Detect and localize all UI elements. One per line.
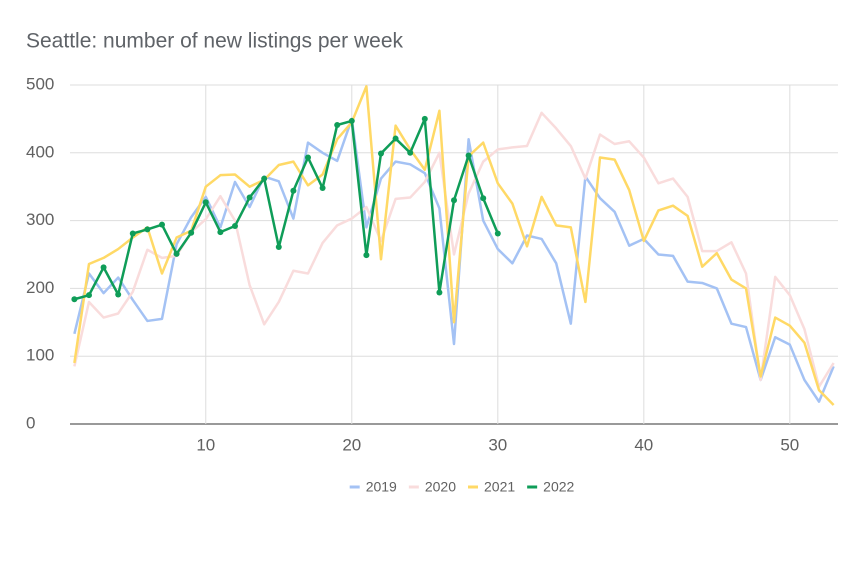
y-tick-label: 500 bbox=[26, 74, 54, 93]
point bbox=[261, 175, 268, 182]
point bbox=[377, 150, 384, 157]
point bbox=[319, 185, 326, 192]
point bbox=[334, 122, 341, 129]
series-line bbox=[73, 85, 835, 406]
point bbox=[480, 195, 487, 202]
legend-label: 2021 bbox=[484, 479, 515, 495]
legend-label: 2019 bbox=[366, 479, 397, 495]
point bbox=[304, 154, 311, 161]
point bbox=[173, 250, 180, 257]
point bbox=[85, 292, 92, 299]
y-tick-label: 400 bbox=[26, 142, 54, 161]
point bbox=[129, 230, 136, 237]
point bbox=[188, 229, 195, 236]
point bbox=[275, 244, 282, 251]
y-tick-label: 200 bbox=[26, 278, 54, 297]
point bbox=[202, 199, 209, 206]
series-line bbox=[74, 117, 499, 301]
point bbox=[246, 194, 253, 201]
series-line bbox=[73, 111, 835, 388]
point bbox=[436, 289, 443, 296]
point bbox=[421, 115, 428, 122]
x-tick-label: 20 bbox=[342, 435, 361, 454]
x-tick-label: 30 bbox=[488, 435, 507, 454]
point bbox=[290, 187, 297, 194]
point bbox=[407, 149, 414, 156]
point bbox=[348, 117, 355, 124]
point bbox=[231, 223, 238, 230]
chart-title: Seattle: number of new listings per week bbox=[26, 30, 404, 53]
y-tick-label: 100 bbox=[26, 346, 54, 365]
point bbox=[494, 230, 501, 237]
point bbox=[158, 221, 165, 228]
x-tick-label: 40 bbox=[634, 435, 653, 454]
point bbox=[100, 264, 107, 271]
y-tick-label: 300 bbox=[26, 210, 54, 229]
point bbox=[465, 152, 472, 159]
point bbox=[451, 197, 457, 204]
point bbox=[363, 252, 370, 259]
x-tick-label: 10 bbox=[196, 435, 215, 454]
y-tick-label: 0 bbox=[26, 413, 35, 432]
legend-label: 2022 bbox=[543, 479, 574, 495]
point bbox=[115, 291, 122, 298]
point bbox=[71, 296, 78, 303]
x-tick-label: 50 bbox=[780, 435, 799, 454]
point bbox=[392, 135, 399, 142]
point bbox=[144, 226, 151, 233]
point bbox=[217, 229, 224, 236]
legend-label: 2020 bbox=[425, 479, 456, 495]
